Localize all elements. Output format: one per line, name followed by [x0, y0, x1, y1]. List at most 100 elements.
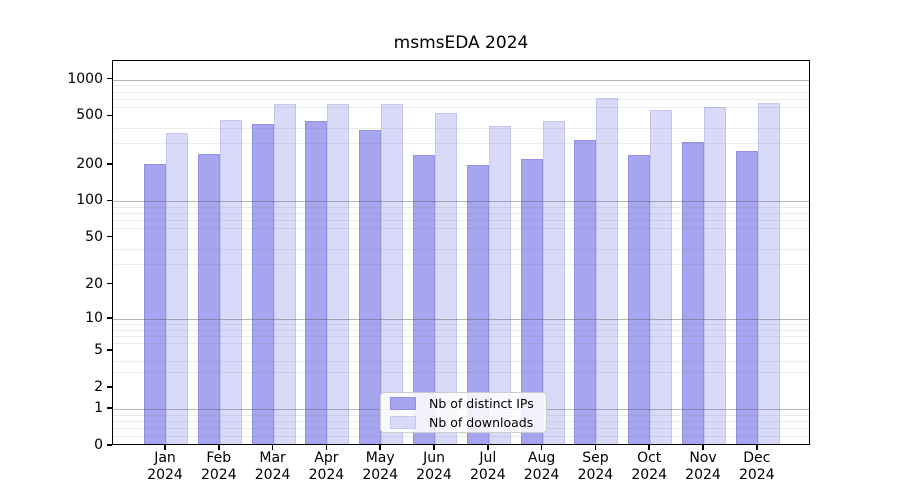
x-tick-mark [702, 445, 704, 450]
y-tick-label: 10 [85, 309, 103, 326]
x-tick-mark [433, 445, 435, 450]
bar-distinct-ips [359, 129, 382, 444]
bar-downloads [542, 121, 565, 444]
gridline-minor [113, 213, 809, 214]
y-tick-mark [107, 385, 112, 388]
legend: Nb of distinct IPs Nb of downloads [380, 392, 547, 433]
bar-downloads [327, 103, 350, 444]
y-tick-label: 500 [76, 107, 103, 124]
gridline-major [113, 201, 809, 203]
x-tick-mark [648, 445, 650, 450]
bar-distinct-ips [735, 150, 758, 444]
bar-downloads [381, 104, 404, 444]
bar-distinct-ips [197, 153, 220, 444]
gridline-minor [113, 143, 809, 145]
bar-distinct-ips [628, 155, 651, 444]
x-tick-mark [218, 445, 220, 450]
gridline-minor [113, 263, 809, 265]
gridline-major [113, 318, 809, 320]
x-tick-mark [540, 445, 543, 450]
y-tick-label: 200 [76, 155, 103, 172]
y-tick-mark [107, 77, 112, 80]
bar-distinct-ips [251, 123, 274, 444]
gridline-minor [113, 106, 809, 108]
bar-downloads [596, 98, 619, 444]
y-tick-label: 100 [76, 192, 103, 209]
y-tick-label: 20 [85, 275, 103, 292]
gridline-minor [113, 85, 809, 87]
bar-distinct-ips [466, 164, 489, 444]
legend-label-downloads: Nb of downloads [429, 414, 534, 430]
x-tick-label: Sep 2024 [577, 450, 614, 483]
y-tick-mark [107, 114, 112, 117]
bar-distinct-ips [574, 139, 597, 444]
x-tick-mark [379, 445, 381, 450]
y-tick-mark [107, 407, 112, 410]
y-tick-label: 1 [94, 400, 103, 417]
x-tick-mark [164, 445, 166, 450]
bar-downloads [488, 126, 511, 444]
bars-layer [113, 61, 809, 444]
bar-distinct-ips [305, 120, 328, 444]
legend-entry-distinct-ips: Nb of distinct IPs [390, 396, 546, 411]
gridline-major [113, 79, 809, 81]
bar-downloads [166, 133, 188, 444]
gridline-minor [113, 372, 809, 374]
bar-downloads [219, 119, 242, 444]
gridline-minor [113, 335, 809, 337]
gridline-minor [113, 206, 809, 208]
x-tick-mark [756, 445, 758, 450]
x-tick-label: May 2024 [362, 450, 398, 483]
x-tick-label: Nov 2024 [685, 450, 721, 483]
x-tick-label: Dec 2024 [738, 450, 775, 483]
y-tick-mark [107, 235, 112, 238]
y-tick-label: 50 [85, 228, 103, 245]
legend-swatch-distinct-ips [390, 396, 416, 410]
bar-distinct-ips [520, 159, 543, 444]
bar-distinct-ips [413, 154, 435, 444]
gridline-minor [113, 228, 809, 230]
x-tick-label: Oct 2024 [631, 450, 667, 483]
x-tick-label: Feb 2024 [200, 450, 237, 483]
grid-layer [113, 61, 809, 444]
gridline-minor [113, 249, 809, 251]
x-tick-mark [325, 445, 328, 450]
x-tick-label: Jan 2024 [147, 450, 183, 483]
x-tick-mark [271, 445, 274, 450]
y-tick-mark [107, 349, 112, 351]
gridline-minor [113, 98, 809, 100]
y-tick-mark [107, 163, 112, 165]
x-tick-label: Apr 2024 [308, 450, 345, 483]
gridline-minor [113, 128, 809, 130]
bar-downloads [435, 112, 457, 444]
gridline-minor [113, 329, 809, 331]
gridline-minor [113, 436, 809, 438]
chart-title: msmsEDA 2024 [393, 33, 529, 53]
gridline-minor [113, 91, 809, 93]
bar-downloads [757, 102, 780, 444]
x-tick-label: Jul 2024 [469, 450, 506, 483]
x-tick-label: Aug 2024 [523, 450, 560, 483]
y-tick-label: 5 [94, 342, 103, 358]
y-tick-label: 1000 [67, 70, 103, 87]
bar-downloads [650, 110, 673, 444]
y-tick-mark [107, 444, 112, 446]
gridline-minor [113, 323, 809, 325]
bar-distinct-ips [144, 164, 166, 444]
bar-downloads [273, 103, 296, 444]
legend-label-distinct-ips: Nb of distinct IPs [429, 395, 534, 411]
gridline-minor [113, 219, 809, 221]
x-tick-mark [487, 445, 489, 450]
y-tick-label: 0 [94, 437, 103, 453]
legend-swatch-downloads [390, 415, 416, 429]
y-tick-mark [107, 199, 112, 202]
x-tick-label: Jun 2024 [416, 450, 452, 483]
x-tick-label: Mar 2024 [254, 450, 291, 483]
gridline-minor [113, 360, 809, 362]
bar-distinct-ips [682, 142, 704, 444]
bar-downloads [704, 106, 726, 444]
y-tick-mark [107, 317, 112, 319]
x-tick-mark [594, 445, 597, 450]
gridline-minor [113, 342, 809, 344]
